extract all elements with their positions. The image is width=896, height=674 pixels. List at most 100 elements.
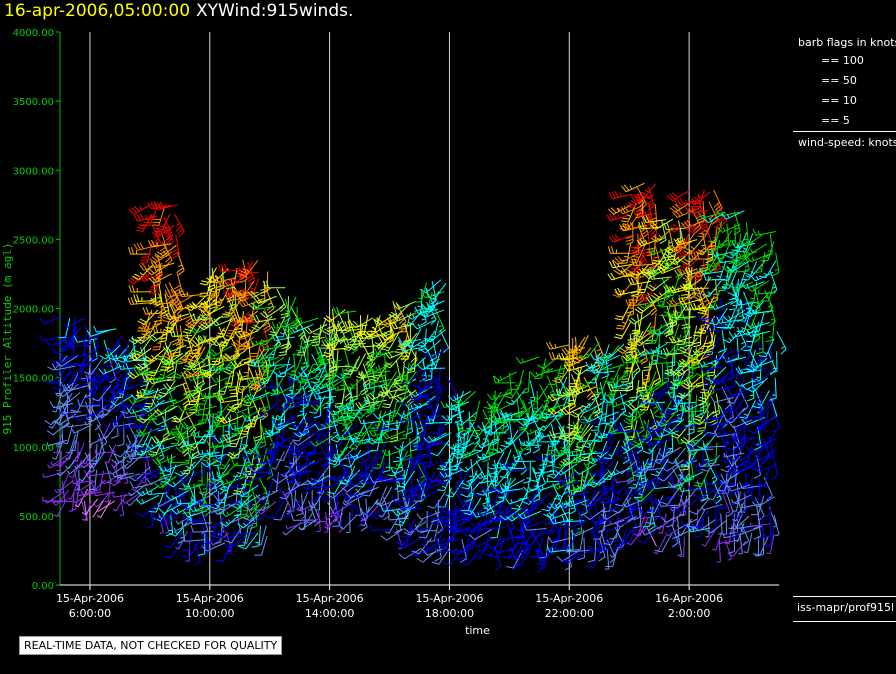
wind-barb: [438, 468, 458, 486]
wind-barb: [738, 446, 753, 467]
wind-barb: [265, 442, 277, 464]
wind-barb: [72, 479, 94, 485]
wind-barb: [511, 491, 528, 510]
wind-barb: [385, 401, 397, 423]
wind-barb: [52, 433, 63, 454]
barb-legend-label: == 5: [821, 114, 850, 127]
wind-barb: [712, 348, 735, 362]
wind-barb: [722, 493, 731, 514]
wind-barb: [416, 358, 440, 371]
wind-barb: [500, 459, 525, 467]
wind-barb: [513, 402, 536, 417]
chart-date-title: 16-apr-2006,05:00:00: [4, 1, 191, 21]
wind-barb: [257, 525, 267, 546]
wind-barb: [487, 451, 505, 470]
wind-barb: [65, 433, 77, 454]
wind-barb: [142, 206, 158, 226]
wind-barb: [243, 474, 267, 483]
wind-barb: [154, 213, 171, 233]
wind-barb: [331, 503, 352, 515]
y-tick-label: 1500.00: [13, 374, 54, 385]
wind-barb: [475, 460, 487, 484]
wind-barb: [243, 505, 265, 522]
wind-barb: [454, 390, 476, 406]
wind-barb: [116, 424, 125, 447]
wind-barb: [672, 310, 696, 318]
wind-barb: [233, 494, 242, 517]
wind-barb: [357, 339, 381, 348]
x-tick-label: 15-Apr-2006: [296, 592, 364, 605]
wind-barb: [708, 509, 717, 533]
wind-barb: [234, 378, 256, 394]
wind-barb: [445, 479, 464, 498]
wind-barb: [71, 424, 93, 434]
wind-barb: [200, 298, 225, 309]
wind-barb: [412, 471, 429, 491]
wind-barb: [58, 317, 71, 339]
wind-barb: [135, 494, 160, 505]
wind-barb: [287, 355, 303, 376]
wind-barb: [145, 487, 169, 495]
wind-barb: [173, 520, 194, 532]
wind-barb: [102, 386, 124, 402]
wind-barb: [45, 336, 70, 347]
wind-barb: [381, 312, 403, 328]
wind-barb: [56, 450, 62, 472]
wind-barb: [120, 463, 129, 485]
wind-barb: [405, 411, 414, 436]
wind-barb: [104, 335, 123, 353]
wind-barb: [537, 355, 560, 370]
wind-barb: [746, 280, 770, 292]
wind-barb: [89, 471, 111, 477]
wind-barb: [375, 498, 400, 507]
wind-barb: [665, 505, 676, 528]
wind-barb: [580, 371, 601, 387]
wind-barb: [675, 220, 684, 245]
wind-barb: [165, 489, 189, 501]
wind-barb: [608, 190, 633, 200]
wind-barb: [347, 335, 369, 351]
wind-barb: [773, 515, 780, 537]
wind-barb: [52, 392, 63, 413]
wind-barb: [522, 520, 547, 528]
wind-barb: [398, 502, 422, 511]
wind-barb: [87, 479, 107, 494]
wind-barb: [133, 213, 158, 222]
wind-barb: [323, 511, 329, 533]
wind-barb: [255, 356, 280, 364]
wind-barb: [441, 505, 465, 513]
wind-barb: [66, 413, 88, 419]
wind-barb: [741, 471, 750, 496]
wind-barb: [401, 368, 422, 386]
wind-barb: [696, 313, 721, 321]
wind-barb: [243, 340, 252, 364]
wind-barb: [223, 435, 247, 443]
wind-barb: [102, 422, 119, 440]
wind-barb: [336, 431, 360, 441]
wind-barb: [55, 422, 64, 446]
wind-barb: [151, 512, 176, 520]
wind-barb: [163, 216, 174, 241]
wind-barb: [439, 469, 463, 478]
wind-barb: [364, 506, 388, 517]
wind-barb: [91, 385, 112, 402]
wind-barb: [429, 510, 451, 526]
wind-barb: [515, 356, 540, 364]
wind-barb: [223, 350, 247, 362]
wind-barb: [190, 493, 214, 504]
wind-barb: [168, 395, 193, 405]
wind-barb: [499, 410, 523, 419]
wind-barb: [431, 547, 451, 565]
wind-barb: [349, 435, 373, 443]
wind-barb: [513, 507, 537, 518]
wind-barb: [122, 491, 142, 504]
wind-barb: [175, 530, 188, 550]
wind-barb: [345, 495, 353, 519]
wind-barb: [482, 498, 506, 511]
wind-barb: [607, 246, 631, 254]
wind-barb: [93, 375, 117, 384]
wind-barb: [312, 387, 337, 395]
wind-barb: [193, 383, 218, 393]
wind-barb: [349, 353, 367, 372]
wind-barb: [232, 526, 256, 535]
